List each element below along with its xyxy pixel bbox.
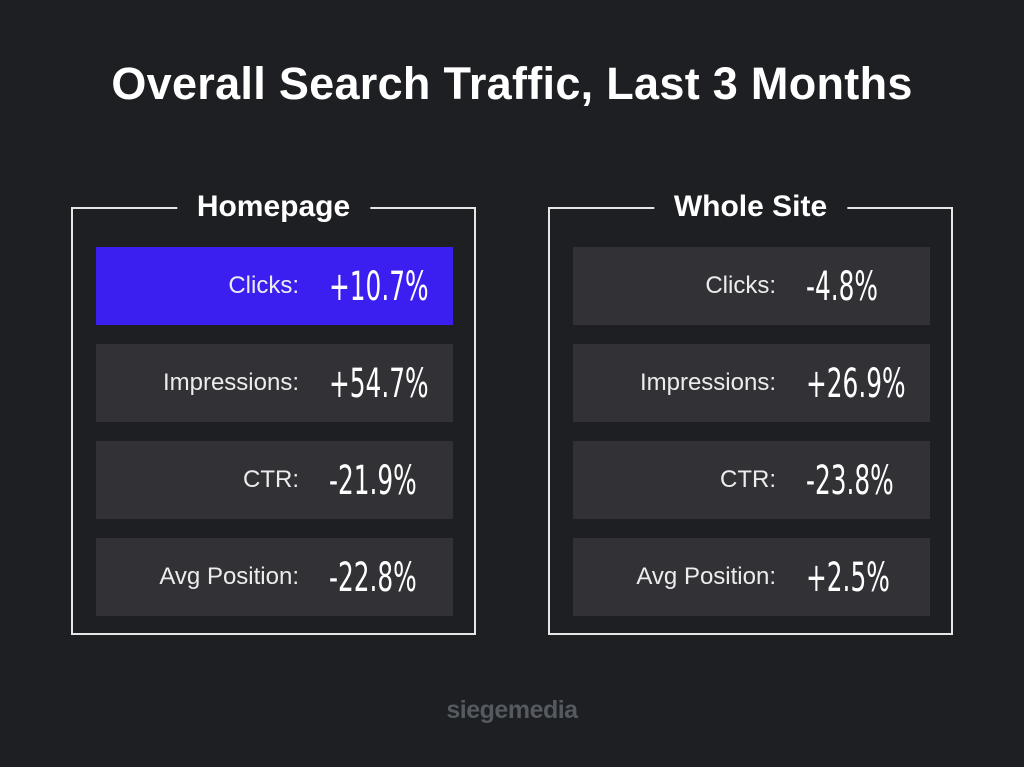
metric-label: CTR:: [720, 466, 776, 493]
metric-value: -22.8%: [329, 555, 417, 601]
metric-value: -23.8%: [806, 458, 894, 504]
homepage-impressions-row: Impressions: +54.7%: [96, 344, 453, 422]
panel-title: Whole Site: [653, 187, 848, 227]
homepage-avg-position-row: Avg Position: -22.8%: [96, 538, 453, 616]
homepage-panel: Homepage Clicks: +10.7% Impressions: +54…: [71, 187, 476, 635]
metric-label: Impressions:: [162, 369, 299, 396]
whole-site-clicks-row: Clicks: -4.8%: [573, 247, 930, 325]
homepage-ctr-row: CTR: -21.9%: [96, 441, 453, 519]
metric-label: Impressions:: [639, 369, 776, 396]
homepage-clicks-row: Clicks: +10.7%: [96, 247, 453, 325]
metric-value: -4.8%: [806, 264, 878, 310]
metric-label: Clicks:: [228, 272, 299, 299]
whole-site-ctr-row: CTR: -23.8%: [573, 441, 930, 519]
metric-label: Avg Position:: [159, 563, 299, 590]
whole-site-impressions-row: Impressions: +26.9%: [573, 344, 930, 422]
metric-value: +2.5%: [806, 555, 890, 601]
metric-value: +10.7%: [329, 264, 429, 310]
metric-value: -21.9%: [329, 458, 417, 504]
metric-value: +26.9%: [806, 361, 906, 407]
page-title: Overall Search Traffic, Last 3 Months: [111, 58, 913, 109]
metric-label: Clicks:: [705, 272, 776, 299]
whole-site-avg-position-row: Avg Position: +2.5%: [573, 538, 930, 616]
panel-title: Homepage: [176, 187, 371, 227]
whole-site-panel: Whole Site Clicks: -4.8% Impressions: +2…: [548, 187, 953, 635]
metric-value: +54.7%: [329, 361, 429, 407]
metric-label: CTR:: [243, 466, 299, 493]
metric-label: Avg Position:: [636, 563, 776, 590]
brand-logo: siegemedia: [446, 696, 578, 724]
